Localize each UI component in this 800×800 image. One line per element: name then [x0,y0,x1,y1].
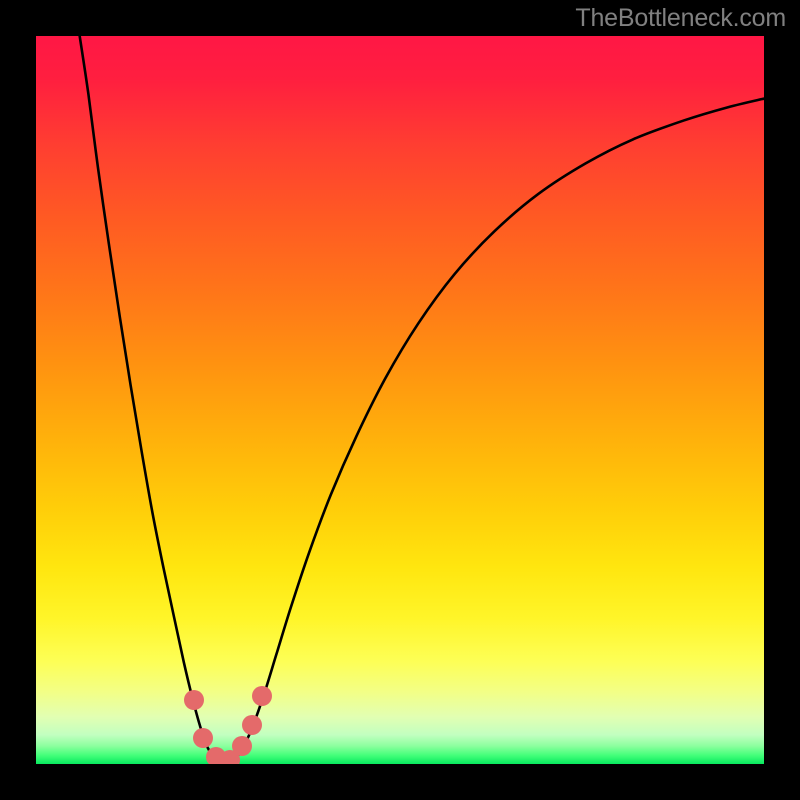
plot-area [36,36,764,764]
data-marker [184,690,204,710]
curve-path [80,36,764,764]
bottleneck-curve [36,36,764,764]
data-marker [242,715,262,735]
data-marker [232,736,252,756]
attribution-text: TheBottleneck.com [575,4,786,33]
data-marker [193,728,213,748]
data-marker [252,686,272,706]
